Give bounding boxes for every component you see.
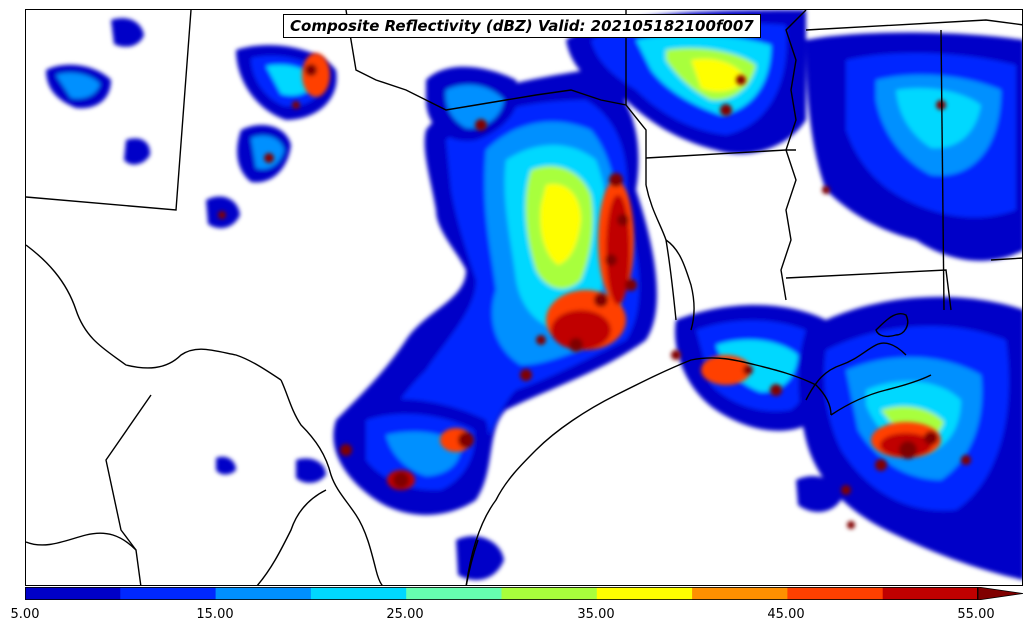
colorbar-tick-label: 35.00 (577, 607, 615, 622)
colorbar-extend-arrow (977, 587, 1023, 600)
map-panel (25, 9, 1023, 586)
colorbar-segment (310, 587, 407, 600)
colorbar (25, 587, 1023, 600)
colorbar-segment (596, 587, 693, 600)
colorbar-outline (25, 587, 978, 600)
colorbar-tick-label: 5.00 (10, 607, 40, 622)
colorbar-segment (692, 587, 788, 600)
colorbar-tick-label: 45.00 (767, 607, 805, 622)
colorbar-tick-label: 25.00 (386, 607, 424, 622)
reflectivity-cores (218, 53, 971, 529)
colorbar-segment (215, 587, 312, 600)
echo-layer-35dbz (540, 184, 581, 265)
political-boundaries (26, 10, 1022, 585)
colorbar-segment (120, 587, 217, 600)
colorbar-segment (406, 587, 502, 600)
reflectivity-map (26, 10, 1022, 585)
map-title: Composite Reflectivity (dBZ) Valid: 2021… (283, 14, 761, 38)
colorbar-segment (501, 587, 598, 600)
colorbar-tick-label: 15.00 (196, 607, 234, 622)
colorbar-segment (787, 587, 884, 600)
coastline (465, 313, 932, 585)
colorbar-segment (25, 587, 121, 600)
colorbar-segment (882, 587, 979, 600)
colorbar-tick-label: 55.00 (957, 607, 995, 622)
